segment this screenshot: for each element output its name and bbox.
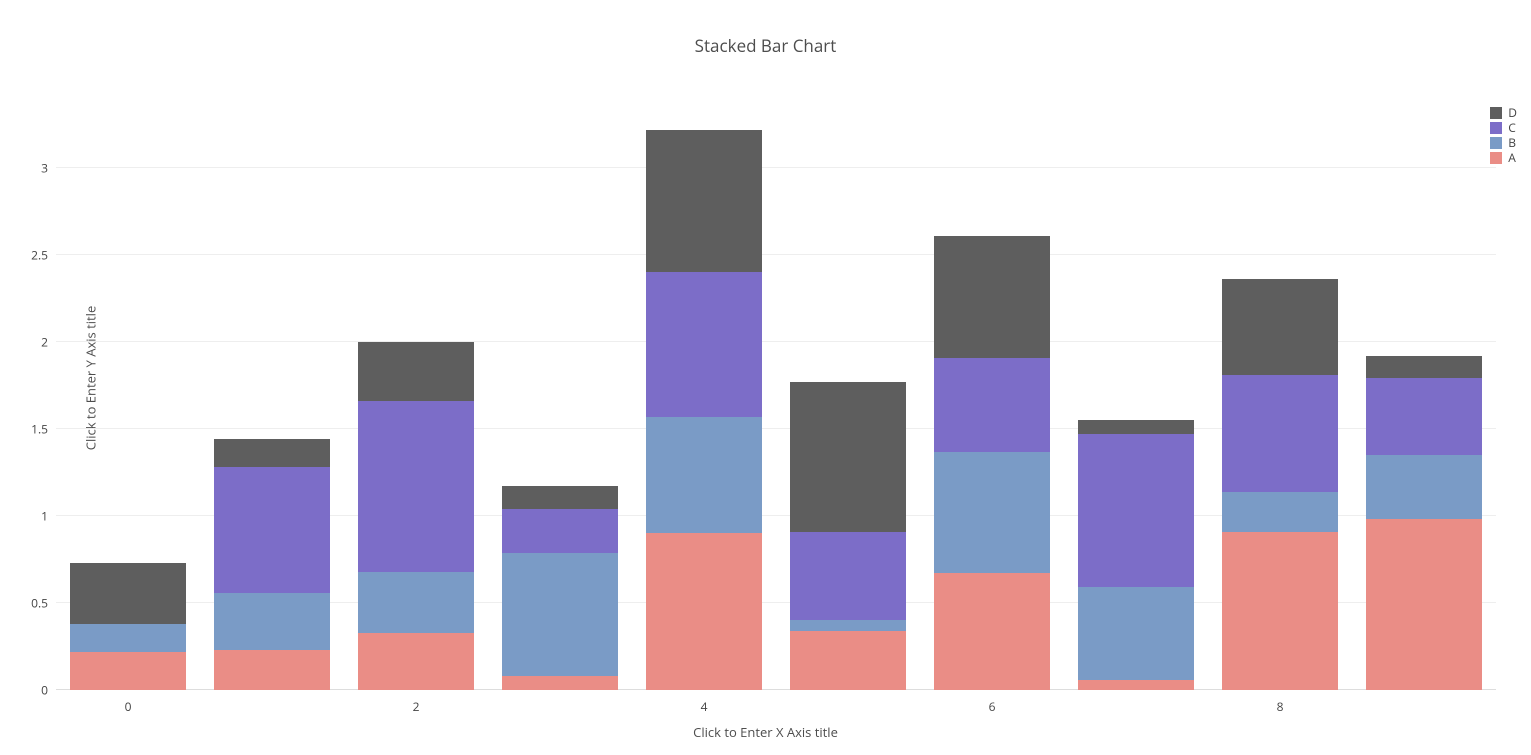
legend-label: C (1508, 120, 1516, 135)
legend-label: D (1508, 105, 1517, 120)
bar-segment-A[interactable] (646, 533, 761, 690)
bar-segment-C[interactable] (646, 272, 761, 416)
bar-segment-D[interactable] (502, 486, 617, 509)
legend[interactable]: DCBA (1490, 105, 1517, 165)
y-tick-label: 2.5 (31, 246, 48, 263)
bar-segment-D[interactable] (70, 563, 185, 624)
legend-label: B (1508, 135, 1516, 150)
bar-segment-A[interactable] (1222, 532, 1337, 690)
bar-segment-C[interactable] (502, 509, 617, 553)
x-tick-label: 2 (413, 698, 420, 715)
legend-swatch (1490, 107, 1502, 119)
bar-group[interactable] (502, 486, 617, 690)
bar-segment-B[interactable] (1222, 492, 1337, 532)
bar-segment-C[interactable] (1222, 375, 1337, 492)
bar-segment-A[interactable] (1078, 680, 1193, 690)
bar-group[interactable] (790, 382, 905, 690)
bar-segment-B[interactable] (790, 620, 905, 630)
bar-group[interactable] (1222, 279, 1337, 690)
bar-group[interactable] (70, 563, 185, 690)
bar-group[interactable] (934, 236, 1049, 690)
y-tick-label: 0 (41, 682, 48, 699)
bar-segment-D[interactable] (790, 382, 905, 532)
chart-container: Stacked Bar Chart Click to Enter Y Axis … (0, 0, 1531, 755)
legend-swatch (1490, 137, 1502, 149)
bar-segment-B[interactable] (1078, 587, 1193, 679)
bar-segment-B[interactable] (358, 572, 473, 633)
bar-segment-C[interactable] (1366, 378, 1481, 455)
x-tick-label: 6 (989, 698, 996, 715)
bar-segment-A[interactable] (358, 633, 473, 690)
legend-label: A (1508, 150, 1516, 165)
bar-group[interactable] (1078, 420, 1193, 690)
bar-group[interactable] (214, 439, 329, 690)
legend-swatch (1490, 122, 1502, 134)
gridline (56, 167, 1496, 168)
bar-segment-D[interactable] (1078, 420, 1193, 434)
bar-segment-A[interactable] (70, 652, 185, 690)
bar-segment-B[interactable] (1366, 455, 1481, 519)
bar-segment-B[interactable] (934, 452, 1049, 574)
x-tick-label: 4 (701, 698, 708, 715)
bar-segment-D[interactable] (1222, 279, 1337, 375)
bar-segment-B[interactable] (214, 593, 329, 650)
legend-swatch (1490, 152, 1502, 164)
bar-segment-A[interactable] (214, 650, 329, 690)
bar-segment-C[interactable] (214, 467, 329, 592)
bar-segment-C[interactable] (934, 358, 1049, 452)
x-axis-title[interactable]: Click to Enter X Axis title (693, 723, 838, 741)
bar-segment-A[interactable] (934, 573, 1049, 690)
chart-title[interactable]: Stacked Bar Chart (695, 34, 837, 57)
bar-segment-C[interactable] (358, 401, 473, 572)
bar-segment-D[interactable] (214, 439, 329, 467)
bar-segment-D[interactable] (934, 236, 1049, 358)
legend-item-A[interactable]: A (1490, 150, 1517, 165)
y-tick-label: 1.5 (31, 420, 48, 437)
bar-segment-D[interactable] (358, 342, 473, 401)
x-tick-label: 0 (125, 698, 132, 715)
y-tick-label: 0.5 (31, 594, 48, 611)
bar-segment-A[interactable] (502, 676, 617, 690)
legend-item-D[interactable]: D (1490, 105, 1517, 120)
bar-group[interactable] (358, 342, 473, 690)
legend-item-B[interactable]: B (1490, 135, 1517, 150)
plot-area: 00.511.522.5302468 (56, 100, 1496, 690)
bar-segment-C[interactable] (1078, 434, 1193, 587)
y-tick-label: 3 (41, 159, 48, 176)
bar-segment-B[interactable] (646, 417, 761, 534)
bar-segment-A[interactable] (790, 631, 905, 690)
bar-group[interactable] (1366, 356, 1481, 690)
bar-segment-C[interactable] (790, 532, 905, 621)
gridline (56, 254, 1496, 255)
bar-group[interactable] (646, 130, 761, 690)
bar-segment-D[interactable] (646, 130, 761, 273)
legend-item-C[interactable]: C (1490, 120, 1517, 135)
bar-segment-B[interactable] (502, 553, 617, 677)
x-tick-label: 8 (1277, 698, 1284, 715)
bar-segment-A[interactable] (1366, 519, 1481, 690)
y-tick-label: 2 (41, 333, 48, 350)
bar-segment-D[interactable] (1366, 356, 1481, 379)
y-tick-label: 1 (41, 507, 48, 524)
bar-segment-B[interactable] (70, 624, 185, 652)
